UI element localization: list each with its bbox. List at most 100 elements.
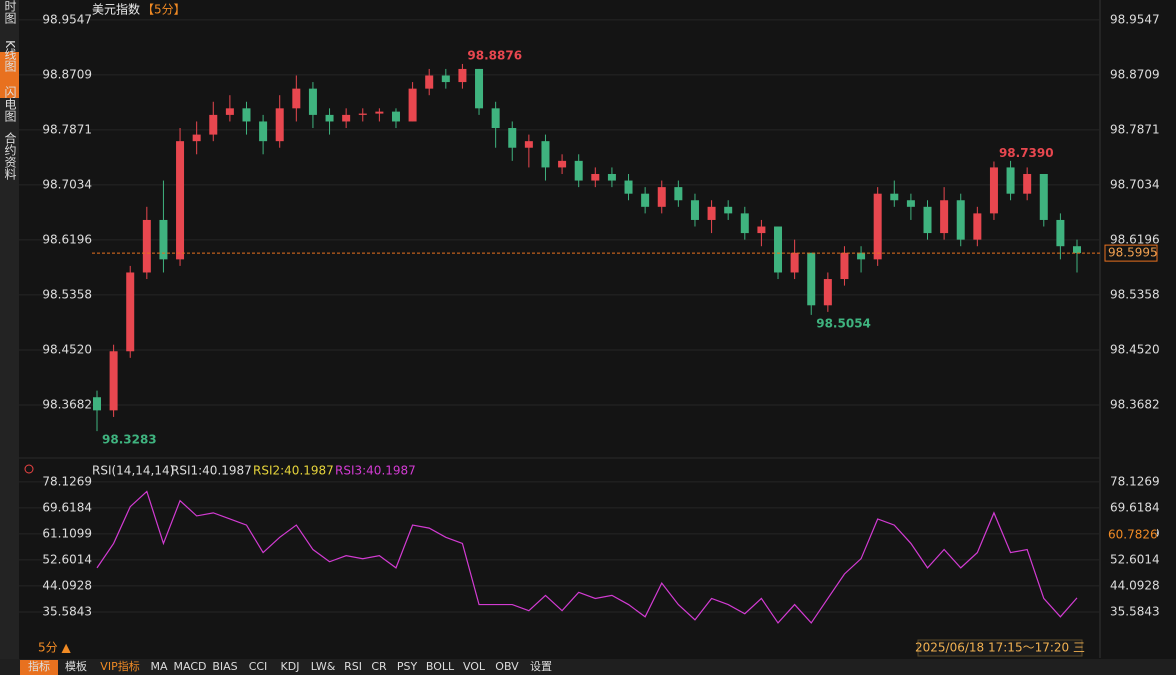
time-box xyxy=(917,639,1083,657)
candle-body xyxy=(989,167,998,214)
y-tick-label: 98.3682 xyxy=(42,397,92,411)
candle-body xyxy=(192,134,201,142)
toolbar-tab[interactable]: VOL xyxy=(463,660,486,673)
rsi-icon[interactable] xyxy=(24,464,34,474)
toolbar-tab[interactable]: 指标 xyxy=(28,659,50,673)
rsi-legend: RSI3:40.1987 xyxy=(335,464,416,478)
candle-body xyxy=(724,206,733,214)
candle-body xyxy=(607,173,616,181)
y-tick-label-right: 98.5358 xyxy=(1110,287,1160,301)
rsi-tick-label: 44.0928 xyxy=(42,578,92,592)
y-tick-label-right: 98.7034 xyxy=(1110,177,1160,191)
candle-body xyxy=(325,114,334,122)
toolbar xyxy=(0,659,1176,675)
candle-body xyxy=(126,272,135,352)
toolbar-tab[interactable]: LW& xyxy=(311,660,336,673)
toolbar-tab[interactable]: BIAS xyxy=(212,660,237,673)
toolbar-tab[interactable]: KDJ xyxy=(281,660,300,673)
candle-body xyxy=(358,113,367,115)
toolbar-tab[interactable]: BOLL xyxy=(426,660,455,673)
current-price-box xyxy=(1104,244,1158,262)
y-tick-label-right: 98.9547 xyxy=(1110,12,1160,26)
rsi-tick-label: 61.1099 xyxy=(42,526,92,540)
candle-body xyxy=(624,180,633,194)
candle-body xyxy=(973,213,982,240)
y-tick-label-right: 98.7871 xyxy=(1110,122,1160,136)
y-tick-label-right: 98.4520 xyxy=(1110,342,1160,356)
candle-body xyxy=(541,141,550,168)
extreme-label: 98.7390 xyxy=(999,146,1054,160)
candle-body xyxy=(1056,219,1065,247)
candle-body xyxy=(176,141,185,260)
candle-body xyxy=(641,193,650,207)
candle-body xyxy=(906,200,915,207)
toolbar-tab[interactable]: CR xyxy=(371,660,387,673)
candle-body xyxy=(475,68,484,109)
y-tick-label: 98.9547 xyxy=(42,12,92,26)
candle-body xyxy=(657,187,666,207)
toolbar-tab[interactable]: MA xyxy=(150,660,167,673)
candle-body xyxy=(93,397,101,411)
candle-body xyxy=(890,193,899,201)
candle-body xyxy=(1006,167,1015,194)
candle-body xyxy=(408,88,417,122)
toolbar-tab[interactable]: OBV xyxy=(495,660,519,673)
candle-body xyxy=(674,187,683,201)
time-range: 2025/06/18 17:15～17:20 三 xyxy=(915,641,1085,655)
candle-body xyxy=(940,200,949,234)
candle-body xyxy=(491,108,500,129)
candle-body xyxy=(1039,173,1048,220)
sidebar-tab[interactable]: 分时图 xyxy=(3,0,17,24)
sidebar-tab[interactable]: 闪电图 xyxy=(3,86,17,122)
candle-body xyxy=(391,111,400,122)
rsi-tick-label-right: 44.0928 xyxy=(1110,578,1160,592)
y-tick-label: 98.5358 xyxy=(42,287,92,301)
candle-body xyxy=(574,160,583,181)
candle-body xyxy=(707,206,716,220)
toolbar-tab[interactable]: RSI xyxy=(344,660,362,673)
rsi-tick-label-right: 52.6014 xyxy=(1110,552,1160,566)
candle-body xyxy=(757,226,766,234)
candle-body xyxy=(558,160,567,168)
candle-body xyxy=(840,252,849,280)
extreme-label: 98.5054 xyxy=(816,316,871,330)
toolbar-tab[interactable]: 模板 xyxy=(65,659,87,673)
toolbar-tab[interactable]: VIP指标 xyxy=(100,659,139,673)
candle-body xyxy=(1023,173,1032,194)
sidebar-tab[interactable]: K线图 xyxy=(3,40,17,72)
candle-body xyxy=(159,219,168,260)
extreme-label: 98.3283 xyxy=(102,433,157,447)
toolbar-tab[interactable]: MACD xyxy=(174,660,207,673)
y-tick-label: 98.8709 xyxy=(42,67,92,81)
y-tick-label: 98.6196 xyxy=(42,232,92,246)
candle-body xyxy=(873,193,882,260)
y-tick-label-right: 98.3682 xyxy=(1110,397,1160,411)
candle-body xyxy=(342,114,351,122)
toolbar-tab[interactable]: 设置 xyxy=(530,660,552,673)
candle-body xyxy=(823,279,832,306)
rsi-line xyxy=(96,490,1078,624)
toolbar-tab[interactable]: PSY xyxy=(397,660,418,673)
candle-body xyxy=(292,88,301,109)
candle-body xyxy=(857,252,866,260)
sidebar xyxy=(0,0,19,660)
candle-body xyxy=(441,75,450,83)
candle-body xyxy=(774,226,783,273)
rsi-current: 60.7826 xyxy=(1108,527,1158,541)
candle-body xyxy=(740,213,749,234)
candle-body xyxy=(425,75,434,89)
candle-body xyxy=(458,68,467,83)
candle-body xyxy=(109,351,118,411)
toolbar-tab[interactable]: CCI xyxy=(249,660,268,673)
sidebar-tab[interactable]: 合约资料 xyxy=(3,131,17,180)
candle-body xyxy=(690,200,699,220)
extreme-label: 98.8876 xyxy=(467,48,522,62)
rsi-legend: RSI1:40.1987 xyxy=(171,464,252,478)
candle-body xyxy=(275,108,284,142)
period-switch[interactable]: 5分 ▲ xyxy=(38,641,71,655)
rsi-tick-label: 69.6184 xyxy=(42,500,92,514)
candle-body xyxy=(259,121,268,142)
candle-body xyxy=(242,108,251,122)
